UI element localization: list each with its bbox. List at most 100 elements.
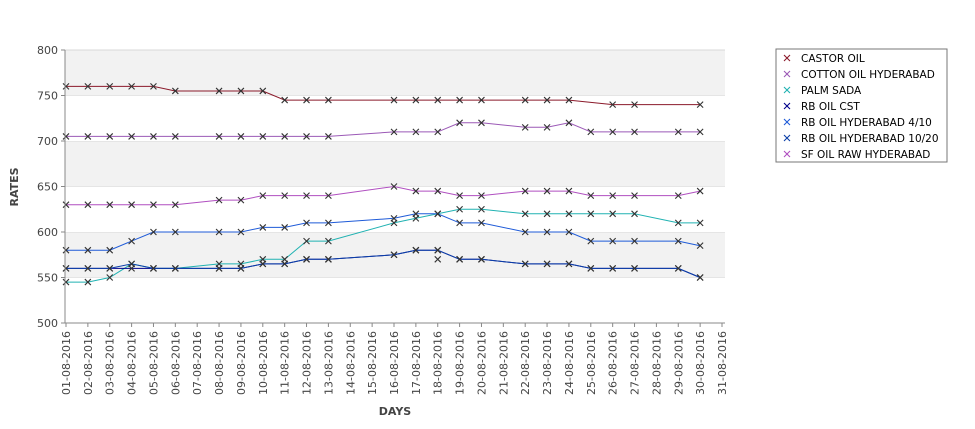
data-point [587, 210, 595, 218]
marker-stroke [390, 96, 398, 104]
y-tick-label: 600 [37, 226, 58, 239]
data-point [237, 87, 245, 95]
x-tick-label: 13-08-2016 [322, 331, 335, 395]
data-point [171, 201, 179, 209]
point-marker [303, 133, 310, 140]
x-tick-label: 23-08-2016 [541, 331, 554, 395]
marker-stroke [171, 265, 179, 272]
data-point [674, 265, 682, 272]
point-marker [565, 260, 573, 268]
marker-stroke [128, 201, 135, 209]
data-point [478, 192, 485, 199]
marker-stroke [783, 134, 791, 142]
x-tick-label: 14-08-2016 [344, 331, 357, 395]
marker-stroke [565, 228, 573, 236]
data-point [106, 246, 114, 254]
data-point [521, 123, 529, 131]
point-marker [303, 237, 310, 245]
marker-stroke [696, 187, 704, 195]
marker-stroke [259, 192, 267, 199]
marker-stroke [84, 265, 92, 272]
marker-stroke [106, 265, 114, 272]
point-marker [84, 83, 92, 90]
marker-stroke [696, 274, 704, 281]
point-marker [543, 96, 551, 104]
point-marker [84, 201, 92, 209]
data-point [696, 274, 704, 281]
marker-stroke [609, 192, 617, 199]
point-marker [303, 192, 310, 199]
point-marker [150, 133, 157, 140]
point-marker [281, 224, 289, 231]
data-point [543, 187, 551, 195]
marker-stroke [478, 255, 485, 263]
marker-stroke [325, 192, 332, 199]
data-point [478, 255, 485, 263]
marker-stroke [543, 210, 551, 218]
marker-stroke [150, 133, 157, 140]
point-marker [478, 255, 485, 263]
marker-stroke [62, 265, 70, 272]
point-marker [631, 210, 638, 218]
marker-stroke [587, 128, 595, 136]
data-point [215, 133, 223, 140]
point-marker [521, 123, 529, 131]
marker-stroke [783, 70, 791, 78]
point-marker [456, 255, 463, 263]
marker-stroke [62, 278, 70, 286]
point-marker [696, 219, 704, 227]
marker-stroke [631, 237, 638, 245]
data-point [521, 260, 529, 268]
point-marker [565, 96, 573, 104]
point-marker [434, 246, 442, 254]
data-point [412, 128, 420, 136]
marker-stroke [521, 260, 529, 268]
data-point [696, 128, 704, 136]
point-marker [390, 128, 398, 136]
point-marker [412, 128, 420, 136]
marker-stroke [106, 274, 114, 281]
marker-stroke [696, 219, 704, 227]
data-point [434, 128, 442, 136]
point-marker [674, 265, 682, 272]
x-tick-label: 24-08-2016 [563, 331, 576, 395]
x-tick-label: 03-08-2016 [104, 331, 117, 395]
data-point [609, 128, 617, 136]
marker-stroke [281, 260, 289, 268]
point-marker [412, 96, 420, 104]
point-marker [587, 128, 595, 136]
marker-stroke [128, 260, 135, 268]
marker-stroke [325, 237, 332, 245]
point-marker [543, 210, 551, 218]
point-marker [478, 96, 485, 104]
marker-stroke [543, 228, 551, 236]
grid-band [65, 50, 725, 96]
marker-stroke [237, 133, 245, 140]
point-marker [171, 265, 179, 272]
point-marker [521, 228, 529, 236]
data-point [456, 255, 463, 263]
marker-stroke [674, 219, 682, 227]
x-tick-label: 15-08-2016 [366, 331, 379, 395]
legend-item: CASTOR OIL [783, 53, 865, 65]
x-tick-label: 18-08-2016 [432, 331, 445, 395]
x-tick-label: 30-08-2016 [694, 331, 707, 395]
point-marker [587, 210, 595, 218]
data-point [128, 133, 135, 140]
marker-stroke [521, 187, 529, 195]
point-marker [84, 246, 92, 254]
y-axis-ticks: 500 550 600 650 700 750 800 [37, 44, 65, 330]
point-marker [412, 246, 420, 254]
data-point [106, 201, 114, 209]
marker-stroke [150, 83, 157, 90]
series-layer [62, 83, 704, 286]
data-point [674, 219, 682, 227]
point-marker [478, 205, 485, 213]
marker-stroke [434, 210, 442, 218]
point-marker [281, 133, 289, 140]
marker-stroke [456, 119, 463, 127]
data-point [565, 119, 573, 127]
marker-stroke [412, 128, 420, 136]
marker-stroke [609, 101, 617, 108]
